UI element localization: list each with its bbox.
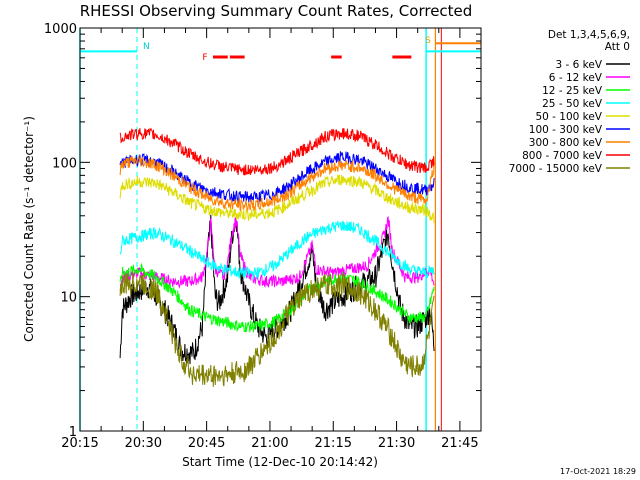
legend-entry-label: 300 - 800 keV [529,137,603,149]
series-line [119,127,435,176]
legend-entry-label: 100 - 300 keV [529,124,603,136]
plot-frame [79,27,482,432]
x-tick-label: 20:30 [125,436,162,451]
series-line [119,262,435,333]
series-line [119,174,435,224]
x-tick-label: 21:00 [251,436,288,451]
series-line [119,215,435,291]
legend-entry-label: 800 - 7000 keV [522,150,603,162]
chart-title: RHESSI Observing Summary Count Rates, Co… [80,2,473,20]
x-tick-label: 20:45 [188,436,225,451]
legend-entry-label: 3 - 6 keV [555,59,602,71]
y-axis: 1 10 100 1000 [44,22,481,440]
legend-header: Det 1,3,4,5,6,9, [548,29,630,41]
x-axis: 20:15 20:30 20:45 21:00 21:15 21:30 21:45 [61,28,482,451]
x-tick-label: 21:30 [378,436,415,451]
x-tick-label: 21:15 [315,436,352,451]
legend-entry-label: 25 - 50 keV [542,98,603,110]
x-tick-label: 21:45 [441,436,478,451]
x-tick-label: 20:15 [61,436,98,451]
legend-header: Att 0 [605,41,630,53]
saa-marker-label: S [425,36,431,46]
night-marker-label: N [143,42,150,52]
series-line [119,271,435,387]
plot-area: N S F [79,28,482,431]
y-tick-label: 1000 [44,22,77,37]
flare-marker-label: F [202,53,207,63]
legend-entry-label: 7000 - 15000 keV [509,163,603,175]
legend-entry-label: 6 - 12 keV [549,72,603,84]
series-line [119,154,435,212]
x-axis-label: Start Time (12-Dec-10 20:14:42) [182,455,378,469]
legend-entry-label: 50 - 100 keV [535,111,602,123]
y-tick-label: 10 [60,291,77,306]
series-line [119,220,435,281]
y-axis-label: Corrected Count Rate (s⁻¹ detector⁻¹) [22,116,36,342]
date-stamp: 17-Oct-2021 18:29 [560,467,636,476]
y-tick-label: 1 [69,425,77,440]
legend-entry-label: 12 - 25 keV [542,85,603,97]
y-tick-label: 100 [52,156,77,171]
